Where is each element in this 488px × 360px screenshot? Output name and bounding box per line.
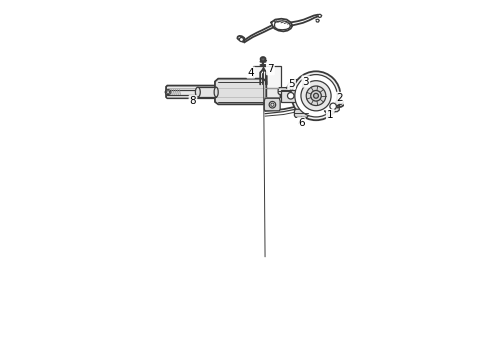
- Polygon shape: [198, 87, 216, 98]
- Ellipse shape: [291, 71, 340, 120]
- Polygon shape: [215, 78, 266, 104]
- Ellipse shape: [268, 102, 275, 108]
- Ellipse shape: [166, 91, 169, 93]
- Polygon shape: [278, 87, 290, 95]
- Text: 4: 4: [247, 68, 254, 77]
- Text: 7: 7: [266, 64, 273, 74]
- Ellipse shape: [300, 81, 330, 111]
- Polygon shape: [264, 98, 280, 111]
- Ellipse shape: [165, 90, 171, 95]
- Text: 6: 6: [297, 118, 304, 128]
- Text: 2: 2: [336, 93, 342, 103]
- Ellipse shape: [287, 93, 293, 99]
- Text: 8: 8: [189, 96, 196, 106]
- Ellipse shape: [261, 58, 264, 60]
- Text: 3: 3: [302, 77, 308, 86]
- Polygon shape: [166, 86, 280, 98]
- Ellipse shape: [239, 37, 243, 41]
- Polygon shape: [167, 90, 198, 95]
- Ellipse shape: [306, 87, 310, 90]
- Polygon shape: [294, 109, 307, 117]
- Bar: [252, 66, 280, 89]
- Ellipse shape: [313, 93, 318, 98]
- Polygon shape: [326, 101, 339, 112]
- Polygon shape: [281, 90, 300, 102]
- Ellipse shape: [214, 87, 218, 97]
- Ellipse shape: [270, 103, 273, 106]
- Ellipse shape: [305, 86, 325, 105]
- Text: 5: 5: [287, 78, 294, 89]
- Ellipse shape: [310, 90, 321, 101]
- Ellipse shape: [293, 80, 297, 82]
- Ellipse shape: [195, 87, 200, 97]
- Ellipse shape: [329, 103, 336, 110]
- Text: 1: 1: [326, 110, 333, 120]
- Ellipse shape: [260, 57, 265, 61]
- Ellipse shape: [294, 75, 337, 117]
